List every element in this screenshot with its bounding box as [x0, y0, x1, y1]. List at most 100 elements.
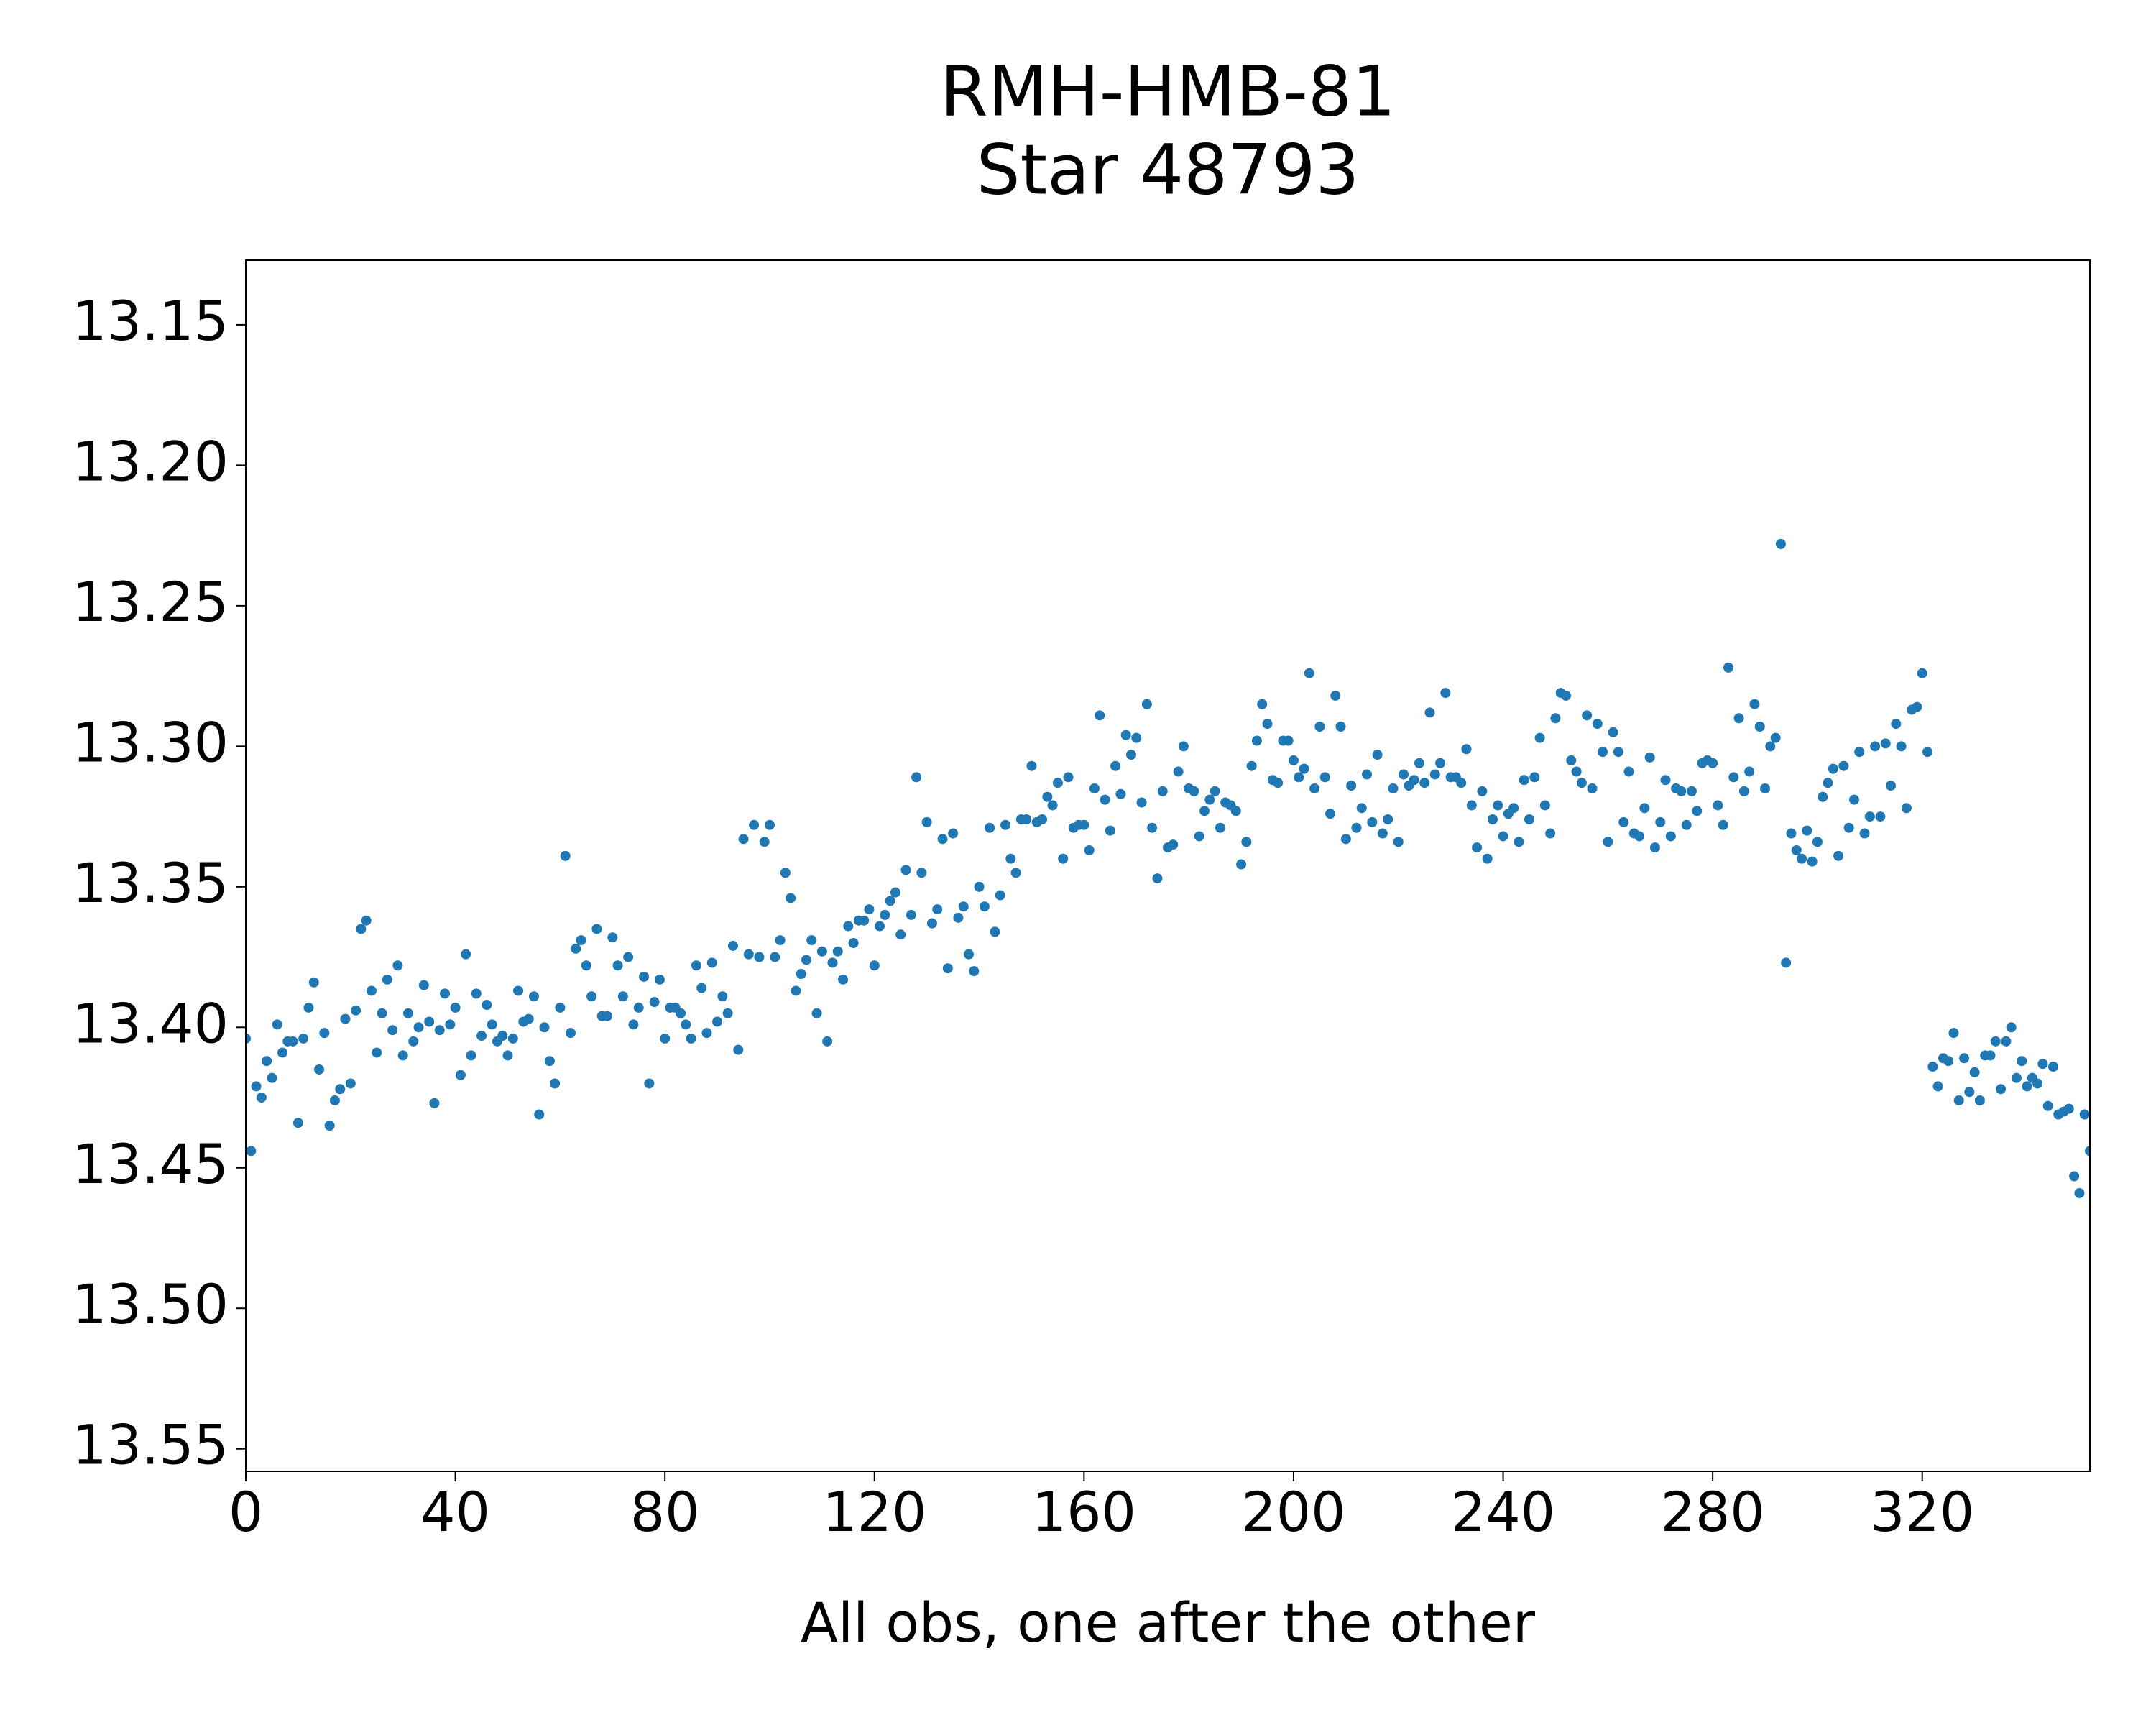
data-point: [1859, 828, 1870, 839]
data-point: [1655, 816, 1666, 827]
data-point: [1304, 668, 1314, 678]
data-point: [1812, 837, 1823, 847]
data-point: [942, 963, 953, 974]
data-point: [764, 819, 775, 830]
data-point: [455, 1070, 466, 1080]
data-point: [1519, 775, 1529, 786]
data-point: [706, 957, 717, 968]
data-point: [466, 1050, 476, 1061]
data-point: [277, 1047, 288, 1058]
x-tick-label: 160: [1032, 1480, 1136, 1544]
data-point: [1550, 713, 1561, 724]
data-point: [796, 969, 806, 980]
data-point: [953, 912, 964, 923]
data-point: [571, 943, 581, 954]
data-point: [1136, 797, 1147, 808]
data-point: [1723, 662, 1734, 673]
data-point: [832, 946, 843, 957]
data-point: [900, 865, 911, 875]
data-point: [502, 1050, 513, 1061]
y-tick-label: 13.55: [72, 1413, 229, 1477]
data-point: [2022, 1081, 2032, 1092]
data-point: [2079, 1109, 2090, 1120]
data-point: [1728, 772, 1739, 783]
data-point: [1524, 814, 1534, 824]
data-point: [434, 1025, 445, 1036]
data-point: [1372, 750, 1383, 760]
data-point: [1864, 811, 1875, 822]
data-point: [969, 966, 980, 977]
data-point: [1141, 699, 1152, 709]
data-point: [303, 1002, 314, 1013]
data-point: [1299, 763, 1309, 774]
data-point: [1493, 800, 1503, 811]
data-point: [722, 1008, 733, 1018]
data-point: [1996, 1084, 2007, 1095]
data-point: [366, 985, 377, 996]
data-point: [1775, 538, 1786, 549]
data-point: [1362, 769, 1373, 780]
data-point: [2069, 1171, 2080, 1182]
data-point: [649, 997, 660, 1008]
data-point: [1561, 690, 1572, 701]
data-point: [2006, 1022, 2017, 1033]
data-point: [1681, 819, 1692, 830]
data-point: [1985, 1050, 1996, 1061]
data-point: [1147, 822, 1158, 833]
data-point: [565, 1028, 576, 1039]
data-point: [633, 1002, 644, 1013]
data-point: [591, 924, 602, 934]
data-point: [1089, 783, 1100, 794]
data-point: [1419, 778, 1430, 788]
data-point: [319, 1028, 330, 1039]
data-point: [985, 822, 995, 833]
data-point: [827, 957, 838, 968]
y-tick-label: 13.30: [72, 710, 229, 774]
data-point: [660, 1033, 671, 1044]
y-tick-label: 13.20: [72, 429, 229, 493]
data-point: [864, 904, 875, 915]
data-point: [932, 904, 943, 915]
data-point: [1283, 735, 1294, 746]
data-point: [623, 952, 634, 962]
y-tick-label: 13.40: [72, 991, 229, 1055]
data-point: [1482, 853, 1493, 864]
data-point: [1477, 786, 1488, 796]
data-point: [1005, 853, 1016, 864]
data-point: [816, 946, 827, 957]
data-point: [1598, 747, 1608, 758]
data-point: [377, 1008, 387, 1018]
data-point: [1230, 806, 1241, 816]
data-point: [749, 819, 760, 830]
data-point: [1964, 1087, 1975, 1098]
data-point: [811, 1008, 822, 1018]
data-point: [361, 915, 372, 926]
data-point: [712, 1016, 723, 1027]
data-point: [1990, 1036, 2001, 1046]
data-point: [482, 1000, 492, 1011]
data-point: [586, 991, 597, 1002]
data-point: [1870, 741, 1881, 752]
data-point: [1262, 719, 1273, 730]
data-point: [1042, 791, 1053, 802]
data-point: [476, 1031, 487, 1041]
data-point: [1105, 825, 1115, 836]
data-point: [2074, 1187, 2085, 1198]
data-point: [875, 921, 885, 932]
data-point: [287, 1036, 298, 1046]
data-point: [801, 954, 812, 965]
data-point: [402, 1008, 413, 1018]
data-point: [1891, 719, 1902, 730]
data-point: [1676, 786, 1687, 796]
data-point: [738, 834, 749, 845]
y-tick-label: 13.25: [72, 570, 229, 634]
data-point: [1084, 845, 1095, 855]
data-point: [1508, 803, 1519, 814]
data-point: [1545, 828, 1556, 839]
data-point: [2047, 1062, 2058, 1072]
data-point: [1786, 828, 1797, 839]
data-point: [550, 1078, 561, 1089]
data-point: [1901, 803, 1912, 814]
data-point: [1828, 763, 1838, 774]
